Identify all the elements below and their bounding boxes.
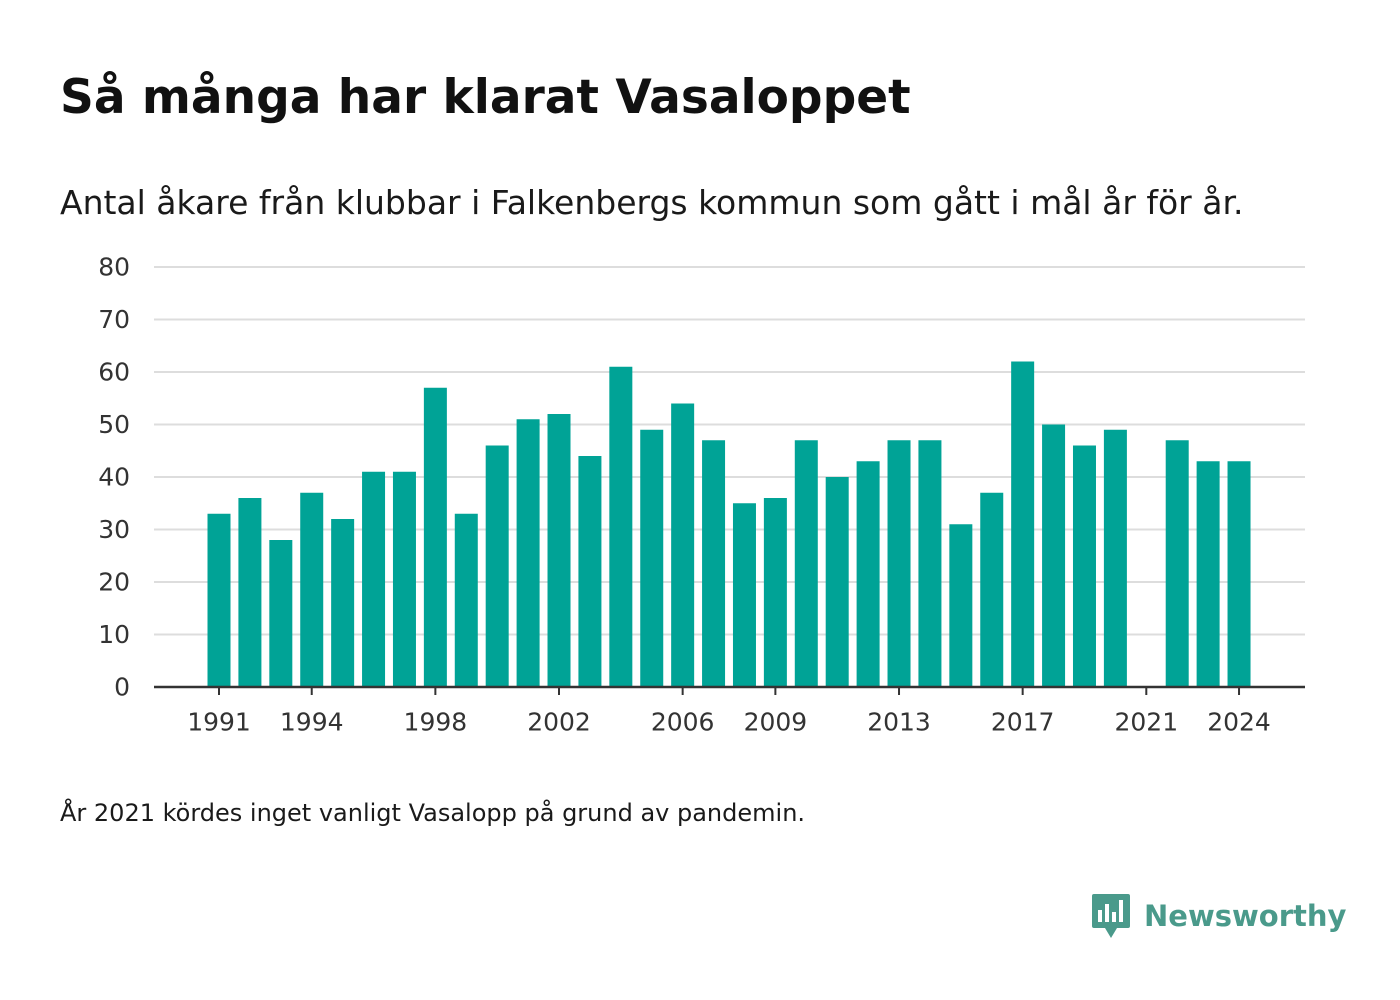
bar-2011: [825, 477, 849, 687]
bar-2019: [1072, 445, 1096, 687]
bar-1997: [392, 471, 416, 687]
bar-2000: [485, 445, 509, 687]
y-tick-label: 30: [98, 515, 130, 544]
bar-2022: [1165, 440, 1189, 687]
bar-2018: [1042, 424, 1066, 687]
newsworthy-logo-icon: [1092, 894, 1130, 938]
y-tick-label: 40: [98, 463, 130, 492]
bar-1998: [423, 387, 447, 687]
y-tick-label: 10: [98, 620, 130, 649]
bar-2007: [702, 440, 726, 687]
x-tick-label: 2009: [744, 708, 808, 737]
bar-2014: [918, 440, 942, 687]
bar-1999: [454, 513, 478, 687]
y-tick-label: 20: [98, 568, 130, 597]
bar-1994: [300, 492, 324, 687]
chart-subtitle: Antal åkare från klubbar i Falkenbergs k…: [60, 183, 1244, 222]
bar-1991: [207, 513, 231, 687]
bar-1995: [331, 519, 355, 687]
x-tick-label: 1991: [187, 708, 251, 737]
x-tick-label: 2017: [991, 708, 1055, 737]
x-tick-label: 2013: [867, 708, 931, 737]
bar-2009: [763, 498, 787, 687]
bar-chart: 0 10 20 30 40 50 60 70 80 1991 1994 1998 2002 2006 200…: [98, 253, 1305, 737]
y-tick-label: 70: [98, 305, 130, 334]
y-tick-label: 50: [98, 410, 130, 439]
bar-2020: [1103, 429, 1127, 687]
bar-2002: [547, 414, 571, 687]
brand-logo: Newsworthy: [1090, 891, 1346, 941]
bar-2013: [887, 440, 911, 687]
y-tick-label: 80: [98, 253, 130, 282]
bar-1993: [269, 540, 293, 687]
bar-2006: [671, 403, 695, 687]
axes: 0 10 20 30 40 50 60 70 80 1991 1994 1998 2002 2006 200…: [98, 253, 1305, 737]
bar-2016: [980, 492, 1004, 687]
bar-2012: [856, 461, 880, 687]
y-tick-label: 0: [114, 673, 130, 702]
x-tick-label: 2021: [1114, 708, 1178, 737]
bar-2015: [949, 524, 973, 687]
bar-2001: [516, 419, 540, 687]
footnote: År 2021 kördes inget vanligt Vasalopp på…: [60, 799, 806, 827]
brand-name: Newsworthy: [1144, 899, 1347, 933]
bar-1992: [238, 498, 262, 687]
bar-2004: [609, 366, 633, 687]
bar-2003: [578, 456, 602, 687]
bar-1996: [362, 471, 386, 687]
gridlines: [154, 266, 1305, 636]
y-tick-label: 60: [98, 358, 130, 387]
x-tick-label: 1994: [280, 708, 344, 737]
bar-2005: [640, 429, 664, 687]
x-tick-label: 2006: [651, 708, 715, 737]
x-tick-label: 2024: [1207, 708, 1271, 737]
bar-2010: [794, 440, 818, 687]
bars: [207, 361, 1251, 687]
bar-2024: [1227, 461, 1251, 687]
x-tick-label: 1998: [404, 708, 468, 737]
bar-2017: [1011, 361, 1035, 687]
x-tick-label: 2002: [527, 708, 591, 737]
chart-title: Så många har klarat Vasaloppet: [60, 70, 911, 125]
bar-2008: [732, 503, 756, 687]
bar-2023: [1196, 461, 1220, 687]
